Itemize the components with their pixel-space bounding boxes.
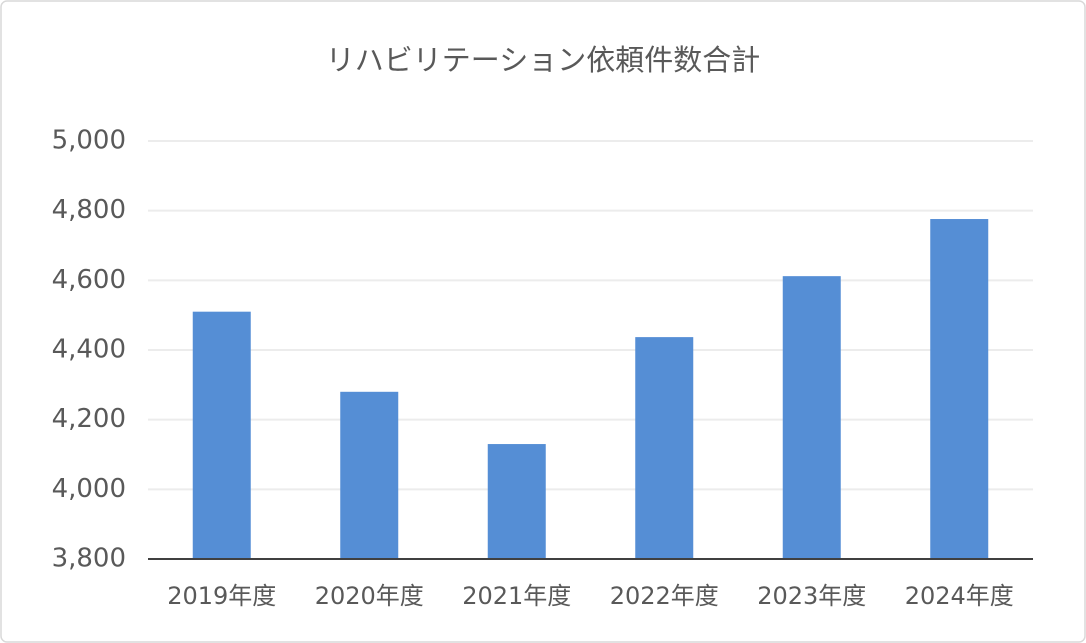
bar [487,444,546,559]
bar [782,276,841,559]
y-tick-label: 5,000 [52,126,126,156]
chart-title: リハビリテーション依頼件数合計 [326,43,760,77]
y-tick-label: 4,200 [52,404,126,434]
x-tick-label: 2020年度 [315,582,424,610]
x-tick-label: 2022年度 [610,582,719,610]
y-tick-label: 4,000 [52,474,126,504]
x-tick-label: 2024年度 [905,582,1014,610]
x-tick-label: 2019年度 [167,582,276,610]
bar [930,219,989,559]
y-tick-label: 4,400 [52,335,126,365]
x-tick-label: 2021年度 [462,582,571,610]
bar [192,311,251,559]
y-tick-label: 4,600 [52,265,126,295]
bar [340,391,399,559]
x-tick-label: 2023年度 [757,582,866,610]
bar [635,337,694,559]
y-tick-label: 4,800 [52,195,126,225]
y-tick-label: 3,800 [52,544,126,574]
